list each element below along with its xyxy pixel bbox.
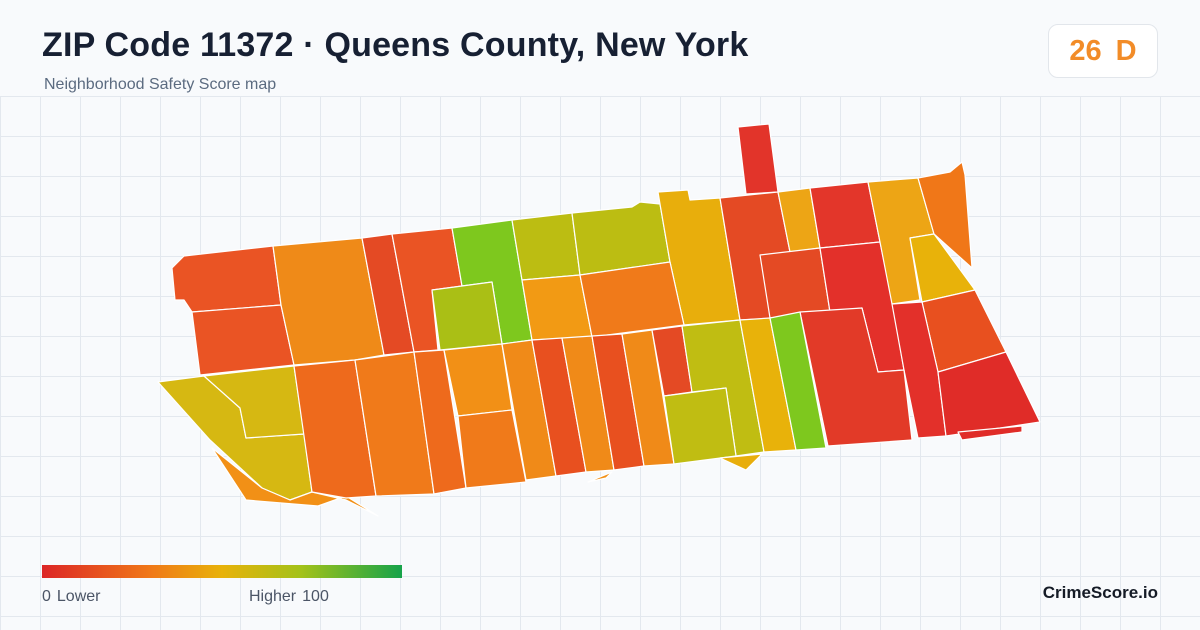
map-region[interactable] [587, 471, 613, 483]
map-region[interactable] [759, 247, 831, 319]
score-badge: 26 D [1048, 24, 1158, 78]
brand-logo[interactable]: CrimeScore.io [1042, 583, 1158, 602]
page-title: ZIP Code 11372 · Queens County, New York [42, 26, 749, 64]
legend-high-value: 100 [302, 588, 329, 605]
map-region[interactable] [431, 281, 503, 351]
map-region[interactable] [171, 245, 282, 313]
legend-color-bar [42, 565, 402, 578]
legend-low-value: 0 [42, 588, 51, 605]
legend-low: 0 Lower [42, 588, 106, 606]
map-region[interactable] [443, 343, 513, 417]
map-region[interactable] [737, 123, 779, 195]
map-region[interactable] [457, 409, 527, 489]
map-region[interactable] [917, 161, 973, 269]
map-region[interactable] [769, 311, 827, 451]
map-region[interactable] [719, 453, 763, 471]
map-region[interactable] [511, 212, 581, 281]
score-grade: D [1115, 34, 1137, 67]
map-region[interactable] [937, 351, 1041, 437]
header-band [0, 0, 1200, 96]
map-region[interactable] [663, 387, 737, 465]
map-region[interactable] [203, 365, 305, 439]
legend-low-label: Lower [56, 588, 101, 605]
score-value: 26 [1069, 34, 1102, 67]
map-region[interactable] [191, 304, 295, 376]
legend-high: Higher 100 [249, 588, 335, 606]
map-region[interactable] [579, 261, 685, 338]
page-subtitle: Neighborhood Safety Score map [44, 76, 277, 93]
map-region[interactable] [957, 425, 1023, 441]
map-region[interactable] [799, 307, 913, 447]
legend-high-label: Higher [249, 588, 297, 605]
map-region[interactable] [211, 447, 379, 517]
map-region[interactable] [293, 359, 377, 499]
